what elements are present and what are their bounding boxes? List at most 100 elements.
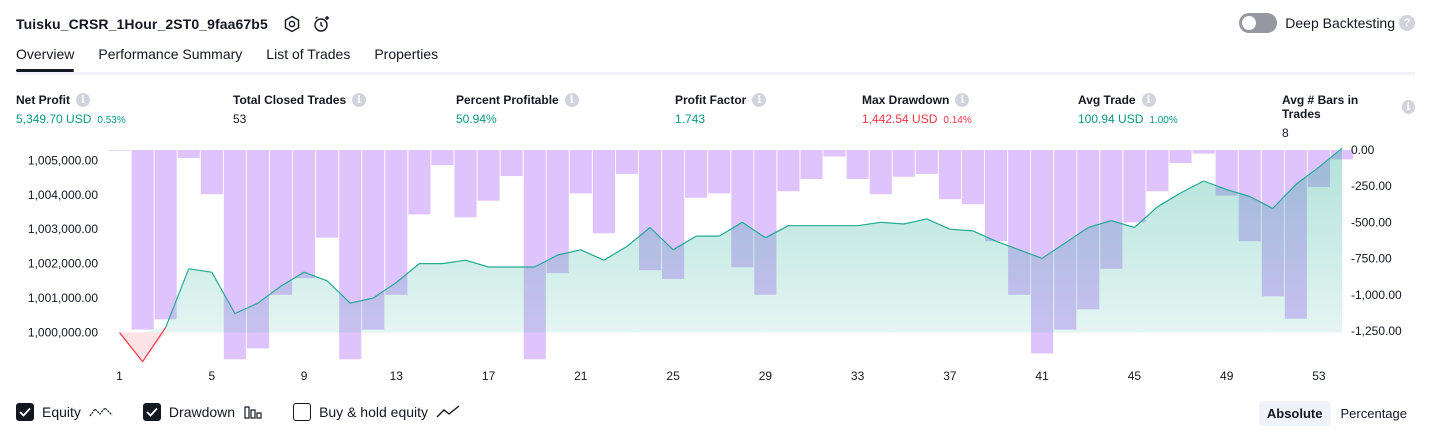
toggle-knob (1242, 16, 1257, 30)
equity-wave-icon (89, 404, 113, 420)
x-axis-tick-label: 17 (482, 369, 496, 383)
metric-percent: 1.00% (1149, 115, 1178, 126)
metric-value: 1.743 (675, 112, 706, 126)
legend-equity[interactable]: Equity (16, 403, 113, 421)
legend-label: Drawdown (168, 404, 236, 420)
x-axis-tick-label: 53 (1312, 369, 1326, 383)
drawdown-bar (1146, 150, 1169, 192)
x-axis-tick-label: 5 (208, 369, 215, 383)
drawdown-bar (454, 150, 477, 218)
metric-avg-bars-in-trades: Avg # Bars in Trades i 8 (1282, 93, 1415, 140)
buy-hold-line-icon (436, 404, 460, 420)
metric-value: 5,349.70 USD (16, 112, 92, 126)
info-icon[interactable]: i (352, 93, 367, 107)
metric-label: Net Profit (16, 93, 70, 107)
drawdown-bar (177, 150, 200, 158)
equity-negative-area (119, 332, 1342, 362)
drawdown-bar (592, 150, 615, 234)
equity-line-negative (119, 326, 167, 363)
drawdown-bar (869, 150, 892, 195)
metric-profit-factor: Profit Factor i 1.743 (675, 93, 767, 126)
equity-drawdown-chart[interactable]: 1,005,000.00 1,004,000.00 1,003,000.00 1,00… (0, 140, 1431, 395)
drawdown-bar (293, 150, 316, 279)
report-header: Tuisku_CRSR_1Hour_2ST0_9faa67b5 (16, 12, 332, 36)
x-axis-tick-label: 25 (666, 369, 680, 383)
x-axis-tick-label: 29 (759, 369, 773, 383)
tab-overview[interactable]: Overview (16, 46, 75, 72)
x-axis-tick-label: 33 (851, 369, 865, 383)
right-axis-tick-label: -1,250.00 (1351, 324, 1402, 338)
legend-drawdown[interactable]: Drawdown (142, 403, 263, 421)
tab-list-of-trades[interactable]: List of Trades (266, 46, 351, 62)
drawdown-bar (316, 150, 339, 238)
x-axis-tick-label: 21 (574, 369, 588, 383)
drawdown-bar (270, 150, 293, 295)
drawdown-bar (685, 150, 708, 198)
drawdown-bar (1169, 150, 1192, 163)
drawdown-bar (708, 150, 731, 194)
checkbox-unchecked[interactable] (293, 403, 312, 421)
equity-positive-area (119, 148, 1342, 333)
info-icon[interactable]: i (752, 93, 767, 107)
metric-total-closed-trades: Total Closed Trades i 53 (233, 93, 367, 126)
drawdown-bar (477, 150, 500, 201)
deep-backtesting-toggle[interactable] (1239, 13, 1278, 33)
left-axis-tick-label: 1,002,000.00 (28, 257, 98, 271)
left-axis-tick-label: 1,003,000.00 (28, 222, 98, 236)
tab-properties[interactable]: Properties (374, 46, 439, 62)
metric-label: Percent Profitable (456, 93, 559, 107)
left-axis-tick-label: 1,004,000.00 (28, 188, 98, 202)
left-axis: 1,005,000.00 1,004,000.00 1,003,000.00 1,00… (28, 153, 98, 339)
metric-avg-trade: Avg Trade i 100.94 USD 1.00% (1078, 93, 1178, 126)
drawdown-bar (777, 150, 800, 192)
metric-label: Avg # Bars in Trades (1282, 93, 1359, 121)
mode-percentage-button[interactable]: Percentage (1340, 406, 1408, 421)
alert-clock-icon[interactable] (312, 14, 332, 34)
drawdown-bar (408, 150, 431, 215)
drawdown-bar (892, 150, 915, 177)
tab-performance-summary[interactable]: Performance Summary (98, 46, 243, 62)
drawdown-bar (985, 150, 1008, 242)
drawdown-bar (546, 150, 569, 274)
report-tabs: Overview Performance Summary List of Tra… (16, 46, 462, 72)
info-icon[interactable]: i (564, 93, 579, 107)
right-axis: 0.00 -250.00 -500.00 -750.00 -1,000.00 -1,250… (1351, 143, 1402, 338)
checkbox-checked[interactable] (142, 403, 161, 421)
equity-line-group (119, 147, 1343, 363)
x-axis: 1 5 9 13 17 21 25 29 33 37 41 45 49 53 (116, 369, 1326, 383)
info-icon[interactable]: i (955, 93, 970, 107)
drawdown-bar (1215, 150, 1238, 196)
drawdown-bar (500, 150, 523, 177)
mode-absolute-button[interactable]: Absolute (1258, 401, 1331, 426)
drawdown-bar (385, 150, 408, 295)
metric-value: 50.94% (456, 112, 497, 126)
left-axis-tick-label: 1,001,000.00 (28, 291, 98, 305)
drawdown-bar (800, 150, 823, 179)
deep-backtesting: Deep Backtesting ? (1239, 13, 1415, 33)
chart-legend: Equity Drawdown Buy & hold equity (16, 403, 490, 421)
x-axis-tick-label: 13 (390, 369, 404, 383)
strategy-title: Tuisku_CRSR_1Hour_2ST0_9faa67b5 (16, 16, 268, 32)
metric-value: 8 (1282, 126, 1289, 140)
metric-percent: 0.53% (97, 115, 126, 126)
metric-percent-profitable: Percent Profitable i 50.94% (456, 93, 579, 126)
drawdown-bar (961, 150, 984, 205)
metric-value: 100.94 USD (1078, 112, 1144, 126)
metric-value: 1,442.54 USD (862, 112, 938, 126)
drawdown-bar (938, 150, 961, 200)
checkbox-checked[interactable] (16, 403, 34, 421)
help-icon[interactable]: ? (1399, 15, 1415, 31)
legend-label: Buy & hold equity (319, 404, 429, 420)
metric-value: 53 (233, 112, 247, 126)
settings-hex-icon[interactable] (282, 14, 302, 34)
legend-buy-hold-equity[interactable]: Buy & hold equity (293, 403, 460, 421)
metric-percent: 0.14% (943, 115, 972, 126)
right-axis-tick-label: -750.00 (1351, 252, 1392, 266)
info-icon[interactable]: i (1401, 100, 1415, 114)
drawdown-bar (1331, 150, 1354, 160)
drawdown-bars-icon (243, 404, 263, 420)
info-icon[interactable]: i (76, 93, 90, 107)
drawdown-bar (431, 150, 454, 166)
right-axis-tick-label: -1,000.00 (1351, 288, 1402, 302)
info-icon[interactable]: i (1141, 93, 1156, 107)
